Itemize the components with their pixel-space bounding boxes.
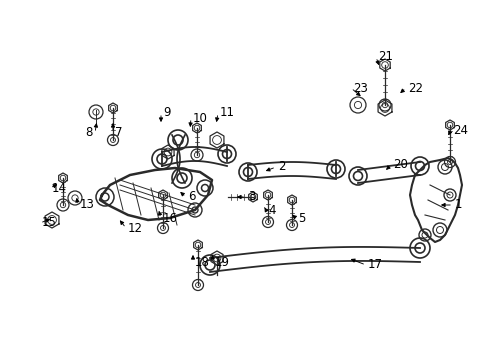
Text: 10: 10: [193, 112, 208, 125]
Text: 8: 8: [86, 126, 93, 139]
Text: 12: 12: [128, 221, 143, 234]
Text: 14: 14: [52, 181, 67, 194]
Text: 22: 22: [408, 81, 423, 94]
Text: 3: 3: [248, 190, 255, 203]
Text: 2: 2: [278, 161, 286, 174]
Text: 4: 4: [268, 203, 275, 216]
Text: 23: 23: [353, 81, 368, 94]
Text: 9: 9: [163, 107, 171, 120]
Text: 16: 16: [163, 211, 178, 225]
Text: 13: 13: [80, 198, 95, 211]
Text: 21: 21: [378, 50, 393, 63]
Text: 7: 7: [115, 126, 122, 139]
Text: 5: 5: [298, 211, 305, 225]
Text: 17: 17: [368, 258, 383, 271]
Text: 19: 19: [215, 256, 230, 269]
Text: 18: 18: [195, 256, 210, 269]
Text: 24: 24: [453, 123, 468, 136]
Text: 6: 6: [188, 190, 196, 203]
Text: 11: 11: [220, 107, 235, 120]
Text: 15: 15: [42, 216, 57, 230]
Text: 20: 20: [393, 158, 408, 171]
Text: 1: 1: [455, 198, 463, 211]
